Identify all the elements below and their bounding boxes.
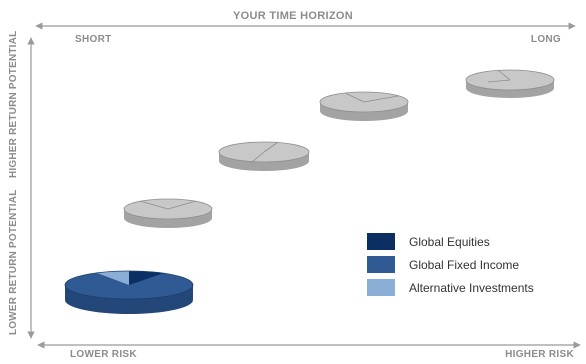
pie-aggressive-allocation xyxy=(465,69,555,98)
higher-return-potential-label: HIGHER RETURN POTENTIAL xyxy=(8,30,19,178)
legend-item-global-equities: Global Equities xyxy=(367,230,534,253)
lower-risk-label: LOWER RISK xyxy=(70,349,137,360)
pie-balanced-allocation xyxy=(218,141,310,171)
legend-label: Global Fixed Income xyxy=(409,257,520,272)
legend-label: Global Equities xyxy=(409,234,490,249)
time-horizon-label: YOUR TIME HORIZON xyxy=(233,10,353,22)
legend-item-global-fixed-income: Global Fixed Income xyxy=(367,253,534,276)
pie-conservative-allocation xyxy=(123,198,213,228)
legend-swatch xyxy=(367,279,395,296)
pie-lower-risk-allocation xyxy=(64,270,194,314)
legend-swatch xyxy=(367,233,395,250)
legend: Global Equities Global Fixed Income Alte… xyxy=(367,230,534,299)
long-label: LONG xyxy=(530,34,561,45)
lower-return-potential-label: LOWER RETURN POTENTIAL xyxy=(8,189,19,335)
legend-item-alternative-investments: Alternative Investments xyxy=(367,276,534,299)
higher-risk-label: HIGHER RISK xyxy=(505,349,574,360)
short-label: SHORT xyxy=(75,34,112,45)
pie-1-slice-alternative-investments xyxy=(97,271,129,285)
pie-growth-allocation xyxy=(319,91,409,121)
legend-label: Alternative Investments xyxy=(409,280,534,295)
legend-swatch xyxy=(367,256,395,273)
pie-1-slice-global-equities xyxy=(129,270,164,285)
